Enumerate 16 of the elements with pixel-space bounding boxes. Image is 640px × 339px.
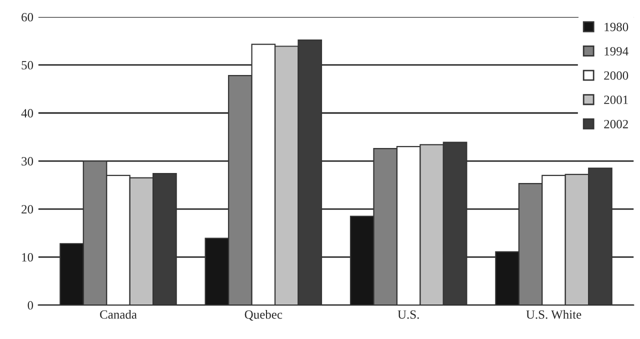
legend-label: 1994 <box>604 47 628 56</box>
legend-label: 2002 <box>604 120 628 128</box>
y-tick-label: 10 <box>22 253 34 262</box>
y-tick-label: 50 <box>22 61 34 70</box>
x-tick-label: U.S. <box>398 310 419 319</box>
y-tick-label: 40 <box>21 109 34 118</box>
legend-label: 2001 <box>604 96 628 104</box>
legend-label: 2000 <box>604 71 628 80</box>
x-tick-label: Canada <box>100 310 137 319</box>
y-tick-label: 0 <box>28 301 34 310</box>
x-tick-label: Quebec <box>244 310 282 321</box>
y-tick-label: 30 <box>22 157 34 166</box>
legend-label: 1980 <box>604 22 628 32</box>
y-tick-label: 60 <box>22 12 34 22</box>
x-tick-label: U.S. White <box>526 310 582 319</box>
y-tick-label: 20 <box>22 205 34 214</box>
